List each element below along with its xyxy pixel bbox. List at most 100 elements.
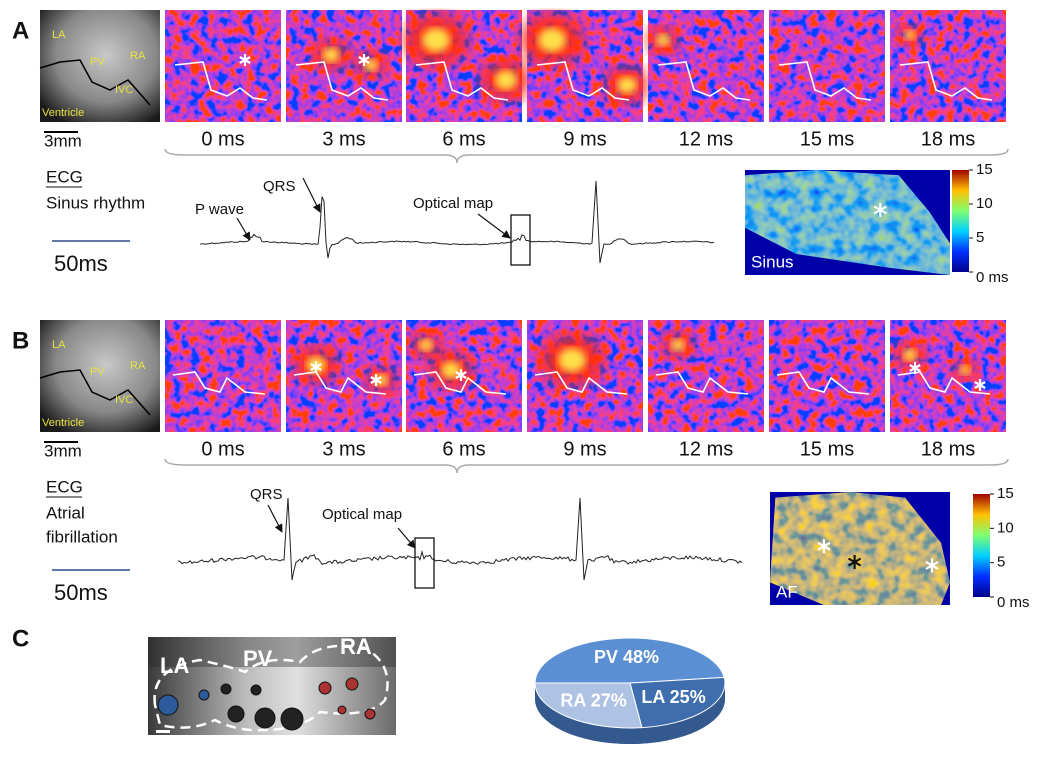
rhythm-label: Atrial <box>46 503 85 522</box>
frame-noise <box>769 320 885 432</box>
activation-core <box>656 34 670 46</box>
site-dot <box>346 678 358 690</box>
optical-frame <box>286 10 402 122</box>
annotation: P wave <box>195 201 244 218</box>
colorbar-label: 10 <box>997 519 1014 536</box>
anatomy-label: LA <box>52 339 66 351</box>
colorbar-label: 5 <box>976 229 984 246</box>
region-label: PV <box>243 646 273 671</box>
site-dot <box>338 706 346 714</box>
pie-label: RA 27% <box>560 690 626 710</box>
brace <box>165 459 1008 473</box>
rhythm-label: fibrillation <box>46 527 118 546</box>
annotation: QRS <box>250 486 283 503</box>
optical-frame <box>404 10 532 122</box>
frame-time: 6 ms <box>442 438 485 460</box>
pie-label: PV 48% <box>594 647 659 667</box>
annotation: Optical map <box>322 506 402 523</box>
optical-frame <box>165 320 281 432</box>
activation-core <box>422 28 450 52</box>
optical-frame <box>890 320 1006 432</box>
activation-core <box>419 339 433 351</box>
annotation-arrow <box>478 214 510 238</box>
frame-noise <box>648 320 764 432</box>
colorbar-label: 5 <box>997 554 1005 571</box>
activation-core <box>904 30 915 40</box>
optical-frame <box>165 10 281 122</box>
site-dot <box>251 685 261 695</box>
frame-time: 6 ms <box>442 128 485 150</box>
annotation: QRS <box>263 178 296 195</box>
frame-time: 12 ms <box>679 438 733 460</box>
frame-noise <box>165 10 281 122</box>
frame-noise <box>890 320 1006 432</box>
frame-time: 0 ms <box>201 438 244 460</box>
scale-label: 3mm <box>44 131 82 150</box>
scale-label: 3mm <box>44 441 82 460</box>
panel-letter: A <box>12 17 29 44</box>
frame-time: 15 ms <box>800 128 854 150</box>
map-label: Sinus <box>751 252 794 271</box>
site-dot <box>281 708 303 730</box>
ecg-title: ECG <box>46 477 83 496</box>
frame-time: 12 ms <box>679 128 733 150</box>
annotation-arrow <box>398 528 415 548</box>
anatomy-label: RA <box>130 50 146 62</box>
anatomy-label: Ventricle <box>42 417 84 429</box>
activation-core <box>959 365 970 375</box>
anatomy-label: IVC <box>115 84 133 96</box>
optical-frame <box>648 320 764 432</box>
annotation-arrow <box>237 218 250 240</box>
colorbar-label: 0 ms <box>997 594 1030 611</box>
optical-frame <box>286 320 402 432</box>
map-label: AF <box>776 582 798 601</box>
colorbar <box>952 170 969 272</box>
region-label: RA <box>340 634 372 659</box>
activation-core <box>558 348 586 372</box>
panel-letter: B <box>12 327 29 354</box>
scale-bar <box>156 730 170 733</box>
annotation-arrow <box>268 505 282 532</box>
ecg-title: ECG <box>46 167 83 186</box>
frame-time: 3 ms <box>322 128 365 150</box>
optical-frame <box>527 320 643 432</box>
brace <box>165 149 1008 163</box>
colorbar-label: 10 <box>976 195 993 212</box>
frame-time: 3 ms <box>322 438 365 460</box>
frame-time: 18 ms <box>921 128 975 150</box>
activation-core <box>323 48 340 62</box>
anatomy-label: Ventricle <box>42 107 84 119</box>
optical-frame <box>769 320 885 432</box>
annotation-arrow <box>303 178 320 212</box>
panel-letter: C <box>12 625 29 652</box>
frame-time: 18 ms <box>921 438 975 460</box>
frame-noise <box>769 10 885 122</box>
colorbar-label: 0 ms <box>976 269 1009 286</box>
anatomy-label: PV <box>90 366 105 378</box>
ecg-scale-label: 50ms <box>54 580 108 605</box>
activation-core <box>671 339 685 351</box>
ecg-trace <box>178 498 742 580</box>
site-dot <box>255 708 275 728</box>
optical-frame <box>890 10 1006 122</box>
optical-frame <box>520 10 649 122</box>
site-dot <box>158 695 178 715</box>
anatomy-label: IVC <box>115 394 133 406</box>
frame-time: 0 ms <box>201 128 244 150</box>
site-dot <box>228 706 244 722</box>
frame-time: 15 ms <box>800 438 854 460</box>
pie-label: LA 25% <box>641 687 705 707</box>
activation-core <box>538 28 566 52</box>
site-dot <box>319 682 331 694</box>
colorbar <box>973 494 990 597</box>
colorbar-label: 15 <box>997 485 1014 502</box>
optical-frame <box>769 10 885 122</box>
activation-core <box>903 349 917 361</box>
frame-time: 9 ms <box>563 438 606 460</box>
frame-noise <box>648 10 764 122</box>
frame-noise <box>165 320 281 432</box>
ecg-scale-label: 50ms <box>54 251 108 276</box>
anatomy-label: LA <box>52 29 66 41</box>
optical-map-window <box>415 538 434 588</box>
figure: A LA PV RA IVC Ventricle 3mm 0 ms 3 ms 6 ms 9 ms 12… <box>0 0 1042 764</box>
